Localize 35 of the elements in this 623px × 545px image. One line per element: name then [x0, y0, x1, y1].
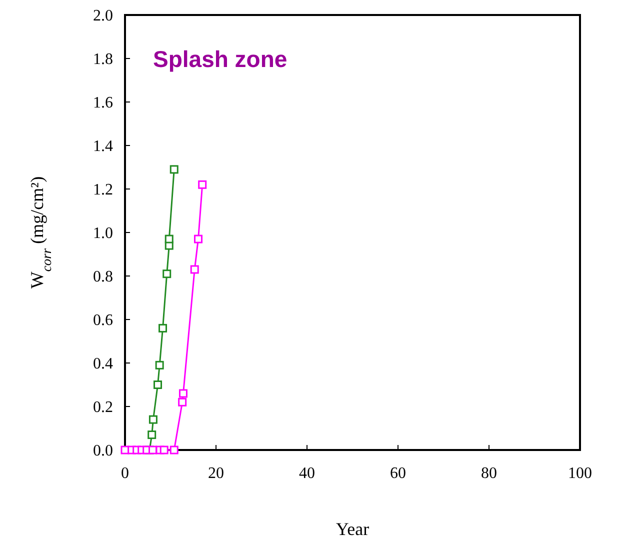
y-tick-label: 1.6: [93, 94, 113, 112]
y-tick-label: 1.2: [93, 182, 113, 199]
point: [148, 446, 158, 454]
y-tick-label: 0.4: [93, 356, 113, 373]
point: [164, 234, 174, 244]
point: [154, 380, 162, 389]
annotation: Splash zone: [153, 46, 288, 72]
y-tick-label: 2.0: [93, 8, 113, 25]
point: [162, 270, 172, 278]
x-axis-title: Year: [336, 519, 370, 539]
y-tick-label: 1.0: [93, 225, 113, 242]
point: [160, 446, 168, 454]
x-tick-label: 40: [299, 465, 315, 482]
point: [178, 389, 188, 398]
y-tick-label: 1.8: [93, 51, 113, 68]
point: [194, 234, 203, 244]
point: [170, 446, 178, 454]
point: [148, 430, 156, 440]
y-tick-label: 0.2: [93, 399, 113, 416]
point: [178, 398, 187, 406]
point: [158, 324, 168, 332]
x-tick-label: 0: [121, 465, 129, 482]
y-tick-label: 1.4: [93, 138, 113, 156]
point: [170, 165, 178, 174]
x-tick-label: 60: [390, 465, 406, 482]
y-tick-label: 0.6: [93, 312, 113, 330]
y-tick-label: 0.8: [93, 268, 113, 286]
point: [155, 360, 164, 370]
x-tick-label: 100: [568, 465, 592, 482]
x-tick-label: 20: [208, 465, 224, 482]
point: [198, 180, 207, 189]
point: [190, 265, 199, 274]
x-tick-label: 80: [481, 465, 497, 482]
y-tick-label: 0.0: [93, 442, 113, 460]
point: [148, 415, 158, 424]
